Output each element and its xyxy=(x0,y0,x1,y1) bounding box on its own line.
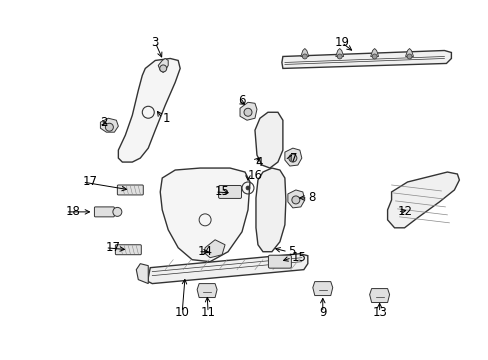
Text: 17: 17 xyxy=(105,241,120,254)
Text: 10: 10 xyxy=(174,306,189,319)
Text: 14: 14 xyxy=(198,245,213,258)
Polygon shape xyxy=(300,49,308,57)
FancyBboxPatch shape xyxy=(117,185,143,195)
Circle shape xyxy=(337,54,342,59)
Text: 15: 15 xyxy=(215,185,229,198)
Polygon shape xyxy=(240,102,256,120)
Polygon shape xyxy=(312,282,332,296)
Text: 16: 16 xyxy=(247,168,263,181)
Circle shape xyxy=(113,207,122,216)
Polygon shape xyxy=(197,284,217,298)
Text: 18: 18 xyxy=(65,205,80,219)
Circle shape xyxy=(371,54,376,59)
FancyBboxPatch shape xyxy=(94,207,114,217)
Text: 1: 1 xyxy=(162,112,169,125)
Polygon shape xyxy=(158,58,168,72)
Polygon shape xyxy=(369,289,389,302)
Polygon shape xyxy=(370,49,378,57)
Polygon shape xyxy=(118,58,180,162)
Polygon shape xyxy=(160,168,249,262)
Circle shape xyxy=(160,65,166,72)
Polygon shape xyxy=(203,240,224,258)
Text: 17: 17 xyxy=(82,175,97,189)
Circle shape xyxy=(244,108,251,116)
Polygon shape xyxy=(387,172,458,228)
Text: 9: 9 xyxy=(318,306,326,319)
FancyBboxPatch shape xyxy=(218,185,241,198)
Polygon shape xyxy=(148,254,307,284)
Text: 2: 2 xyxy=(100,116,108,129)
Polygon shape xyxy=(287,190,304,208)
Text: 19: 19 xyxy=(333,36,348,49)
Text: 7: 7 xyxy=(289,152,297,165)
Polygon shape xyxy=(100,118,118,132)
Circle shape xyxy=(288,154,296,162)
Circle shape xyxy=(291,196,299,204)
Text: 8: 8 xyxy=(307,192,315,204)
FancyBboxPatch shape xyxy=(268,255,291,268)
Text: 11: 11 xyxy=(200,306,215,319)
Text: 13: 13 xyxy=(371,306,386,319)
Circle shape xyxy=(406,54,411,59)
Circle shape xyxy=(245,186,249,190)
FancyBboxPatch shape xyxy=(115,245,141,255)
Text: 4: 4 xyxy=(254,156,262,168)
Polygon shape xyxy=(254,112,283,168)
Polygon shape xyxy=(285,148,301,166)
Polygon shape xyxy=(335,49,343,57)
Polygon shape xyxy=(405,49,413,57)
Text: 5: 5 xyxy=(287,245,295,258)
Polygon shape xyxy=(255,168,285,252)
Text: 6: 6 xyxy=(238,94,245,107)
Polygon shape xyxy=(281,50,450,68)
Circle shape xyxy=(105,123,113,131)
Circle shape xyxy=(302,54,306,59)
Text: 15: 15 xyxy=(291,251,306,264)
Polygon shape xyxy=(136,264,148,284)
Text: 3: 3 xyxy=(151,36,159,49)
Text: 12: 12 xyxy=(397,205,412,219)
